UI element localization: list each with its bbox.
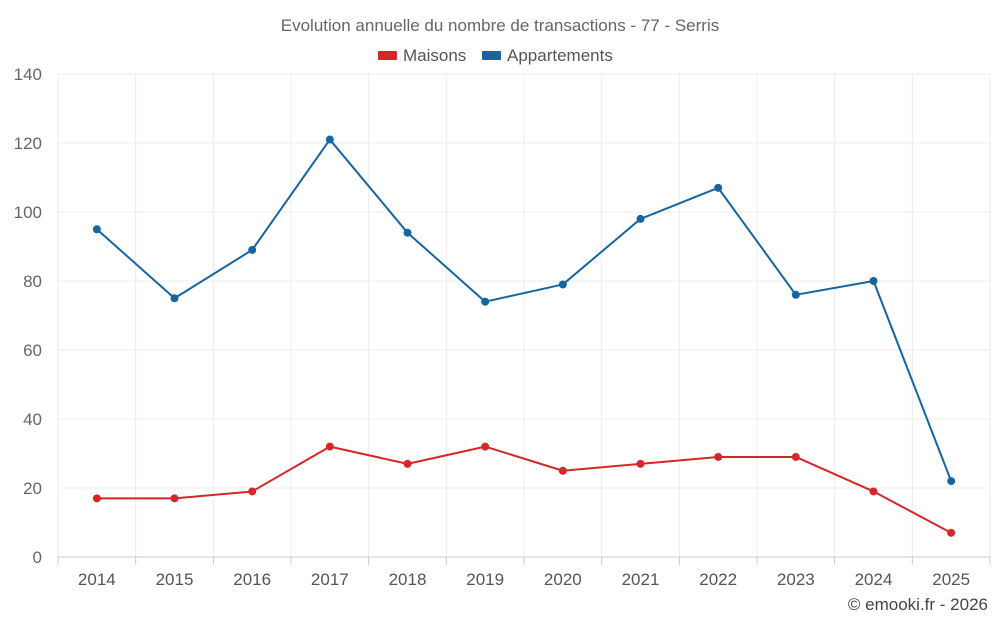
data-point-appartements-2018[interactable] xyxy=(403,228,412,237)
data-point-maisons-2019[interactable] xyxy=(481,442,490,451)
legend-swatch xyxy=(378,51,397,60)
y-tick-label: 40 xyxy=(23,410,42,429)
legend-label: Appartements xyxy=(507,46,613,65)
series-appartements xyxy=(92,135,956,486)
x-tick-label: 2015 xyxy=(156,570,194,589)
series-maisons xyxy=(92,442,956,537)
x-tick-label: 2017 xyxy=(311,570,349,589)
data-point-appartements-2014[interactable] xyxy=(92,225,101,234)
x-tick-label: 2022 xyxy=(699,570,737,589)
x-tick-label: 2018 xyxy=(389,570,427,589)
legend-swatch xyxy=(482,51,501,60)
data-point-maisons-2023[interactable] xyxy=(791,452,800,461)
legend-item-maisons[interactable]: Maisons xyxy=(378,46,466,65)
data-point-maisons-2014[interactable] xyxy=(92,494,101,503)
data-point-maisons-2021[interactable] xyxy=(636,459,645,468)
data-point-appartements-2022[interactable] xyxy=(714,183,723,192)
chart-title: Evolution annuelle du nombre de transact… xyxy=(281,16,719,35)
y-tick-label: 80 xyxy=(23,272,42,291)
data-point-maisons-2017[interactable] xyxy=(325,442,334,451)
data-point-appartements-2020[interactable] xyxy=(558,280,567,289)
y-tick-label: 140 xyxy=(14,65,42,84)
data-point-maisons-2022[interactable] xyxy=(714,452,723,461)
data-point-appartements-2016[interactable] xyxy=(248,245,257,254)
data-point-appartements-2023[interactable] xyxy=(791,290,800,299)
x-tick-label: 2014 xyxy=(78,570,116,589)
x-tick-label: 2020 xyxy=(544,570,582,589)
legend-item-appartements[interactable]: Appartements xyxy=(482,46,613,65)
copyright-credit: © emooki.fr - 2026 xyxy=(848,595,988,614)
legend-label: Maisons xyxy=(403,46,466,65)
data-point-appartements-2024[interactable] xyxy=(869,277,878,285)
x-tick-label: 2023 xyxy=(777,570,815,589)
series-lines xyxy=(92,135,956,537)
y-tick-label: 20 xyxy=(23,479,42,498)
data-point-appartements-2021[interactable] xyxy=(636,214,645,223)
x-tick-label: 2016 xyxy=(233,570,271,589)
series-line-maisons xyxy=(96,445,952,534)
y-tick-label: 120 xyxy=(14,134,42,153)
grid xyxy=(57,73,991,557)
y-tick-label: 60 xyxy=(23,341,42,360)
x-tick-label: 2019 xyxy=(466,570,504,589)
y-tick-label: 0 xyxy=(33,548,42,567)
series-line-appartements xyxy=(96,138,953,482)
data-point-maisons-2020[interactable] xyxy=(558,466,567,475)
x-tick-label: 2024 xyxy=(855,570,893,589)
data-point-maisons-2015[interactable] xyxy=(170,494,179,503)
data-point-maisons-2025[interactable] xyxy=(947,528,956,537)
legend: Maisons Appartements xyxy=(378,46,613,65)
x-tick-label: 2021 xyxy=(622,570,660,589)
data-point-appartements-2015[interactable] xyxy=(170,294,179,303)
data-point-appartements-2017[interactable] xyxy=(325,135,334,144)
data-point-maisons-2016[interactable] xyxy=(248,487,257,496)
y-tick-label: 100 xyxy=(14,203,42,222)
x-tick-label: 2025 xyxy=(932,570,970,589)
data-point-appartements-2019[interactable] xyxy=(481,297,490,306)
data-point-maisons-2024[interactable] xyxy=(869,487,878,496)
data-point-appartements-2025[interactable] xyxy=(947,477,956,486)
axes: 0 20 40 60 80 100 120 140 2014 2015 2016 2017 2018 20… xyxy=(14,65,991,589)
data-point-maisons-2018[interactable] xyxy=(403,459,412,468)
